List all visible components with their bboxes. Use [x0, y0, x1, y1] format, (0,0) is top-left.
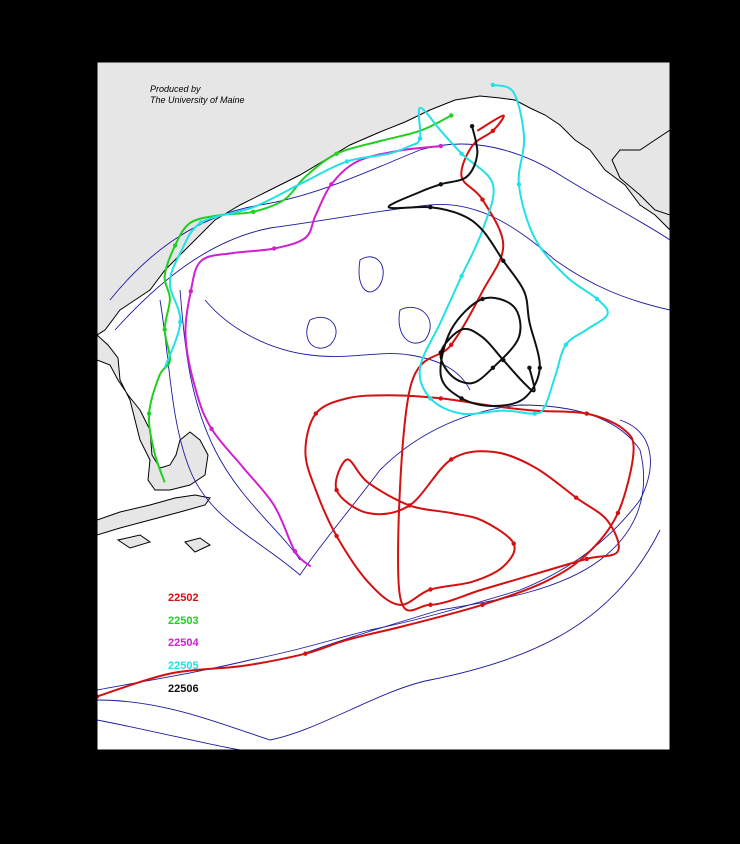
drifter-point-22502: [97, 694, 100, 699]
drifter-point-22502: [490, 128, 496, 133]
y-tick-label: 41°30': [62, 516, 93, 528]
drifter-point-22502: [313, 411, 318, 416]
y-tick-label: 40°30': [62, 669, 93, 681]
chart-title: 1994 Drifter Positions: [310, 39, 454, 55]
drifter-point-22506: [501, 357, 506, 363]
drifter-point-22505: [532, 411, 537, 416]
drifter-point-22503: [146, 411, 152, 416]
drifter-point-22504: [209, 426, 214, 432]
drifter-point-22502: [334, 533, 339, 539]
drifter-track-22503: [147, 114, 452, 483]
drifter-point-22505: [563, 342, 568, 347]
drifter-point-22506: [537, 365, 542, 370]
drifter-point-22502: [615, 510, 621, 516]
drifter-point-22506: [438, 182, 443, 187]
drifter-point-22503: [251, 209, 256, 214]
drifter-point-22506: [438, 350, 443, 355]
y-tick-label: 41°00': [62, 592, 93, 604]
y-tick-label: 42°30': [62, 363, 93, 375]
drifter-point-22505: [490, 82, 496, 88]
drifter-point-22502: [584, 411, 589, 416]
legend: 22502 22503 22504 22505 22506: [168, 592, 199, 695]
drifter-point-22505: [459, 151, 464, 156]
drifter-point-22505: [459, 273, 464, 279]
y-tick-label: 43°30': [62, 210, 93, 222]
drifter-point-22505: [417, 136, 423, 141]
drifter-point-22503: [449, 113, 454, 118]
drifter-point-22502: [303, 651, 308, 656]
drifter-point-22502: [428, 587, 433, 592]
legend-entry-22506: 22506: [168, 683, 199, 695]
drifter-point-22505: [428, 396, 433, 401]
drifter-point-22505: [199, 220, 204, 225]
land-nantucket: [184, 537, 211, 553]
x-tick-label: 69°00': [290, 756, 321, 768]
drifter-point-22504: [292, 549, 298, 554]
drifter-point-22502: [584, 556, 589, 562]
x-tick-labels: 71°00' 70°00' 69°00' 68°00' 67°00' 66°00…: [82, 756, 634, 768]
drifter-point-22504: [438, 143, 443, 149]
y-tick-label: 44°30': [62, 57, 93, 69]
drifter-point-22505: [516, 182, 522, 187]
x-tick-label: 67°00': [499, 756, 530, 768]
drifter-point-22502: [449, 457, 454, 462]
y-axis-label: Latitude (N): [34, 370, 49, 442]
drifter-point-22502: [407, 503, 412, 508]
drifter-point-22504: [329, 182, 334, 187]
plot-frame: [96, 61, 671, 751]
drifter-point-22503: [334, 151, 339, 156]
x-tick-label: 68°00': [395, 756, 426, 768]
land-cape-cod-south: [97, 494, 211, 536]
drifter-point-22506: [459, 396, 464, 401]
drifter-point-22502: [428, 602, 433, 607]
y-tick-label: 40°00': [62, 745, 93, 757]
drifter-point-22502: [438, 396, 443, 401]
drifter-point-22506: [469, 124, 475, 129]
drifter-point-22506: [480, 296, 485, 302]
drifter-track-22505: [163, 83, 609, 416]
x-tick-label: 70°00': [185, 756, 216, 768]
land-marthas-vineyard: [116, 534, 152, 549]
legend-entry-22504: 22504: [168, 637, 199, 649]
y-tick-labels: 44°30' 44°00' 43°30' 43°00' 42°30' 42°00…: [62, 57, 93, 757]
drifter-point-22502: [480, 602, 485, 607]
land-massachusetts: [97, 334, 209, 491]
drifter-point-22506: [501, 258, 506, 263]
drifter-point-22504: [188, 289, 193, 294]
legend-entry-22503: 22503: [168, 615, 199, 627]
drifter-point-22502: [480, 197, 485, 202]
drifter-point-22505: [178, 319, 183, 325]
land-maine-nh: [97, 62, 670, 336]
y-tick-label: 42°00': [62, 440, 93, 452]
legend-entry-22505: 22505: [168, 660, 199, 672]
drifter-point-22502: [334, 487, 339, 493]
land-nova-scotia: [611, 62, 670, 216]
legend-entry-22502: 22502: [168, 592, 199, 604]
x-axis-label: Longitude (W): [338, 770, 425, 785]
drifter-point-22502: [511, 541, 516, 546]
x-tick-label: 71°00': [82, 756, 113, 768]
drifter-point-22502: [574, 495, 579, 500]
drifter-track-22504: [184, 145, 441, 568]
drifter-point-22503: [172, 243, 178, 248]
y-tick-label: 43°00': [62, 287, 93, 299]
credit-line-2: The University of Maine: [150, 95, 245, 105]
drifter-point-22505: [594, 296, 600, 302]
drifter-point-22506: [527, 365, 532, 370]
drifter-point-22504: [271, 246, 277, 251]
drifter-tracks: [97, 82, 635, 699]
drifter-point-22505: [344, 159, 350, 164]
y-tick-label: 44°00': [62, 134, 93, 146]
drifter-point-22506: [490, 365, 496, 370]
x-tick-label: 66°00': [603, 756, 634, 768]
drifter-point-22502: [449, 342, 454, 347]
drifter-point-22506: [428, 205, 433, 210]
credit-line-1: Produced by: [150, 84, 201, 94]
drifter-point-22503: [162, 327, 167, 332]
